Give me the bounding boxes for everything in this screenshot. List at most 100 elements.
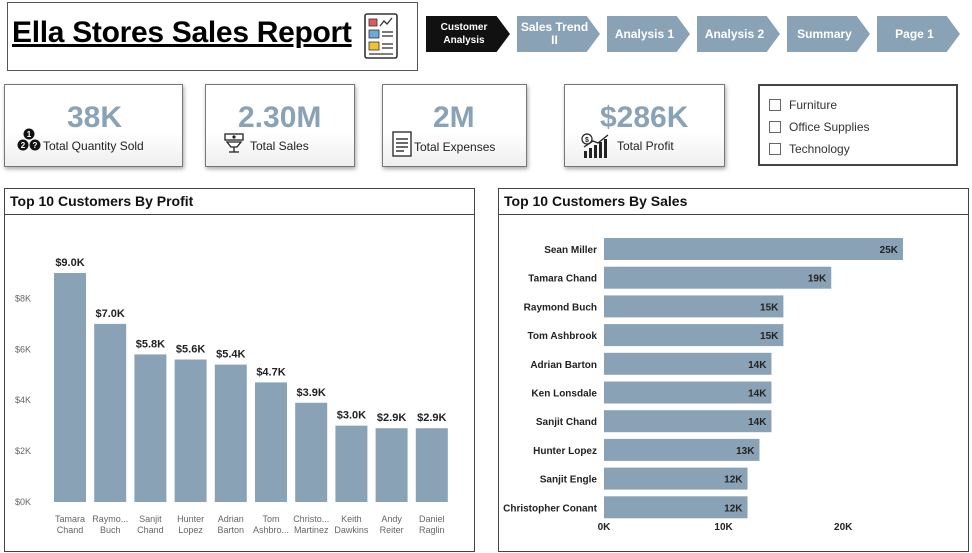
kpi-sales-value: 2.30M bbox=[238, 101, 322, 134]
bar-data-label: 19K bbox=[808, 274, 827, 285]
title-box bbox=[7, 2, 418, 71]
nav-analysis-1[interactable]: Analysis 1 bbox=[607, 16, 690, 52]
profit-chart-panel: Top 10 Customers By Profit $0K $2K $4K $6K $… bbox=[4, 188, 475, 552]
slicer-label: Technology bbox=[789, 142, 850, 156]
x-tick-label: Keith bbox=[341, 514, 362, 524]
checkbox-icon[interactable] bbox=[769, 99, 781, 111]
x-tick-label: 0K bbox=[598, 522, 612, 533]
svg-text:$: $ bbox=[585, 137, 589, 144]
bar-data-label: 14K bbox=[748, 389, 767, 400]
bar-data-label: 25K bbox=[880, 245, 899, 256]
profit-bar bbox=[375, 428, 408, 502]
slicer-item-furniture[interactable]: Furniture bbox=[769, 94, 956, 116]
y-category-label: Tamara Chand bbox=[528, 274, 597, 285]
x-tick-label: Raymo... bbox=[92, 514, 128, 524]
profit-bar bbox=[134, 354, 167, 502]
y-tick-label: $2K bbox=[15, 446, 31, 456]
kpi-quantity-label: Total Quantity Sold bbox=[43, 139, 144, 153]
profit-bar bbox=[214, 364, 247, 502]
numbers-icon: 1 2 ? bbox=[15, 128, 43, 152]
y-category-label: Christopher Conant bbox=[503, 503, 598, 514]
checkbox-icon[interactable] bbox=[769, 143, 781, 155]
slicer-item-office-supplies[interactable]: Office Supplies bbox=[769, 116, 956, 138]
bar-data-label: $9.0K bbox=[55, 257, 84, 269]
x-tick-label: Reiter bbox=[380, 525, 404, 535]
profit-bar bbox=[335, 425, 368, 502]
kpi-card-expenses: 2M Total Expenses bbox=[382, 84, 527, 167]
x-tick-label: Martinez bbox=[294, 525, 329, 535]
y-category-label: Ken Lonsdale bbox=[531, 389, 597, 400]
kpi-card-sales: 2.30M Total Sales bbox=[205, 84, 355, 167]
x-tick-label: Dawkins bbox=[334, 525, 369, 535]
kpi-card-profit: $286K $ Total Profit bbox=[564, 84, 725, 167]
kpi-expenses-value: 2M bbox=[433, 101, 475, 134]
page-title: Ella Stores Sales Report bbox=[12, 16, 352, 49]
sales-bar bbox=[604, 238, 903, 260]
x-tick-label: Tamara bbox=[55, 514, 85, 524]
svg-text:2: 2 bbox=[21, 141, 26, 150]
y-category-label: Sanjit Chand bbox=[536, 417, 597, 428]
bar-data-label: $5.6K bbox=[176, 344, 205, 356]
y-category-label: Tom Ashbrook bbox=[528, 331, 598, 342]
bar-data-label: $3.0K bbox=[337, 410, 366, 422]
y-tick-label: $4K bbox=[15, 395, 31, 405]
x-tick-label: Christo... bbox=[293, 514, 329, 524]
bar-data-label: $2.9K bbox=[417, 412, 446, 424]
bar-data-label: 15K bbox=[760, 331, 779, 342]
kpi-profit-label: Total Profit bbox=[617, 139, 674, 153]
nav-sales-trend-ii[interactable]: Sales Trend II bbox=[517, 16, 600, 52]
bar-data-label: $5.8K bbox=[136, 338, 165, 350]
y-category-label: Sanjit Engle bbox=[540, 475, 598, 486]
category-slicer: Furniture Office Supplies Technology bbox=[758, 84, 958, 166]
bar-data-label: 12K bbox=[724, 475, 743, 486]
kpi-sales-label: Total Sales bbox=[250, 139, 309, 153]
nav-analysis-2[interactable]: Analysis 2 bbox=[697, 16, 780, 52]
profit-bar bbox=[54, 273, 86, 502]
y-tick-label: $0K bbox=[15, 497, 31, 507]
x-tick-label: Daniel bbox=[419, 514, 445, 524]
x-tick-label: Ashbro... bbox=[253, 525, 289, 535]
sales-chart-panel: Top 10 Customers By Sales Sean Miller 25K… bbox=[498, 188, 969, 552]
x-tick-label: Adrian bbox=[218, 514, 244, 524]
bar-data-label: 14K bbox=[748, 417, 767, 428]
x-tick-label: Buch bbox=[100, 525, 121, 535]
nav-summary[interactable]: Summary bbox=[787, 16, 870, 52]
x-tick-label: 20K bbox=[834, 522, 853, 533]
kpi-profit-value: $286K bbox=[600, 101, 689, 134]
sales-bar bbox=[604, 295, 784, 318]
bar-data-label: $7.0K bbox=[96, 308, 125, 320]
bar-data-label: $4.7K bbox=[256, 366, 285, 378]
x-tick-label: 10K bbox=[714, 522, 733, 533]
profit-bar bbox=[415, 428, 448, 502]
svg-text:1: 1 bbox=[27, 130, 32, 139]
bar-data-label: $5.4K bbox=[216, 349, 245, 361]
bar-data-label: $3.9K bbox=[297, 387, 326, 399]
y-category-label: Raymond Buch bbox=[524, 302, 597, 313]
x-tick-label: Chand bbox=[137, 525, 164, 535]
sales-bar bbox=[604, 496, 748, 519]
profit-bar bbox=[255, 382, 287, 502]
bar-data-label: 14K bbox=[748, 360, 767, 371]
kpi-expenses-label: Total Expenses bbox=[414, 140, 496, 154]
nav-page-1[interactable]: Page 1 bbox=[877, 16, 960, 52]
sales-chart-title: Top 10 Customers By Sales bbox=[499, 189, 968, 215]
sales-bar bbox=[604, 410, 772, 433]
checkbox-icon[interactable] bbox=[769, 121, 781, 133]
profit-bar bbox=[174, 359, 207, 502]
sales-bar bbox=[604, 266, 832, 289]
y-category-label: Adrian Barton bbox=[530, 360, 597, 371]
profit-bar bbox=[94, 323, 127, 502]
slicer-label: Furniture bbox=[789, 98, 838, 112]
y-tick-label: $6K bbox=[15, 344, 31, 354]
x-tick-label: Barton bbox=[218, 525, 245, 535]
profit-bar-chart: $0K$2K$4K$6K$8K$9.0KTamaraChand$7.0KRaym… bbox=[15, 257, 448, 535]
slicer-item-technology[interactable]: Technology bbox=[769, 138, 956, 160]
profit-bar bbox=[295, 402, 328, 502]
nav-customer-analysis[interactable]: Customer Analysis bbox=[426, 16, 510, 52]
sales-bar bbox=[604, 352, 772, 375]
sales-bar bbox=[604, 467, 748, 490]
y-category-label: Sean Miller bbox=[544, 245, 597, 256]
x-tick-label: Lopez bbox=[178, 525, 203, 535]
kpi-quantity-value: 38K bbox=[67, 101, 123, 134]
x-tick-label: Sanjit bbox=[139, 514, 162, 524]
